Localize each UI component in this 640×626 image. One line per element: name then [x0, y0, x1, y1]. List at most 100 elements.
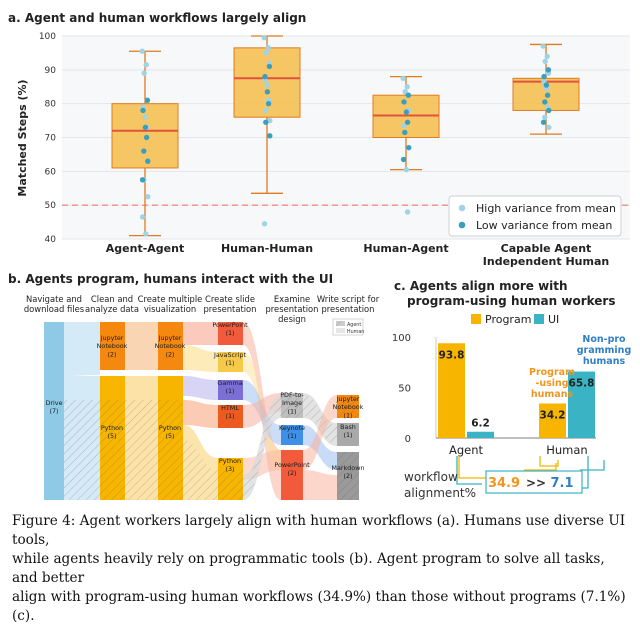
node-label: Python [101, 424, 123, 432]
node-jupyter-2 [158, 322, 183, 370]
y-tick-label: 40 [45, 235, 57, 245]
node-label: PowerPoint [212, 321, 248, 329]
point-low-variance [142, 124, 149, 131]
point-high-variance [546, 124, 552, 131]
node-label: (3) [225, 465, 234, 473]
bar-y-tick-label: 50 [398, 384, 411, 395]
point-high-variance [142, 114, 149, 120]
box-2 [233, 34, 301, 227]
cmp-left: 34.9 [488, 476, 520, 491]
bar-value-label: 34.2 [540, 409, 566, 421]
point-high-variance [540, 43, 546, 49]
alignment-connectors [456, 456, 605, 489]
node-label: Jupyter [336, 395, 360, 403]
node-label: Python [159, 424, 181, 432]
workflow-label-2: alignment% [404, 486, 476, 500]
node-label: JavaScript [213, 351, 247, 359]
x-category-label: Independent Human [483, 255, 609, 268]
stage-label: Create slide [205, 294, 255, 304]
node-label: (2) [107, 350, 116, 358]
bar-y-tick-label: 100 [392, 333, 411, 344]
node-label: Notebook [97, 342, 128, 350]
figure-caption: Figure 4: Agent workers largely align wi… [12, 512, 632, 626]
node-label: (2) [165, 350, 174, 358]
node-powerpoint-3 [218, 322, 243, 345]
sankey-flows [64, 322, 337, 500]
bar-y-tick-label: 0 [405, 434, 411, 445]
legend-program-swatch [471, 314, 481, 324]
cmp-right: 7.1 [550, 476, 573, 491]
legend: High variance from mean Low variance fro… [448, 195, 622, 237]
stage-label: presentation [203, 304, 256, 314]
legend-program: Program [485, 313, 531, 326]
bar-category-label: Human [546, 443, 587, 457]
point-high-variance [401, 122, 407, 129]
figure-4: a. Agent and human workflows largely ali… [8, 11, 631, 500]
bar-value-label: 93.8 [439, 349, 465, 361]
point-low-variance [262, 73, 268, 80]
point-low-variance [264, 89, 271, 95]
panel-c-title-2: program-using human workers [407, 294, 615, 308]
node-label: (1) [343, 431, 352, 439]
stage-label: Create multiple [138, 294, 203, 304]
node-label: Notebook [333, 403, 364, 411]
stage-label: Clean and [91, 294, 133, 304]
stage-label: presentation [321, 304, 374, 314]
point-high-variance [542, 114, 548, 120]
legend-human: Human [347, 329, 364, 335]
bar-program-agent [438, 343, 465, 438]
node-label: (1) [343, 411, 352, 419]
point-low-variance [403, 109, 410, 115]
box-4 [512, 43, 580, 135]
panel-c-bar-chart: c. Agents align more with program-using … [392, 279, 631, 500]
bar-value-label: 6.2 [471, 418, 490, 430]
x-category-label: Human-Agent [363, 242, 448, 255]
node-label: Markdown [331, 464, 364, 472]
y-tick-label: 80 [45, 100, 57, 110]
point-high-variance [264, 82, 271, 88]
legend-low-marker [458, 221, 466, 229]
node-jupyter-1 [100, 322, 125, 370]
x-category-label: Agent-Agent [106, 242, 184, 255]
point-low-variance [144, 97, 151, 103]
point-low-variance [401, 99, 407, 105]
y-tick-label: 60 [45, 167, 57, 177]
point-high-variance [145, 194, 151, 200]
node-javascript-3 [218, 352, 243, 372]
node-label: Keynote [279, 424, 305, 432]
node-powerpoint-4 [281, 450, 303, 500]
annot-prog-2: -using [535, 378, 568, 389]
point-low-variance [544, 92, 551, 98]
point-high-variance [263, 50, 269, 56]
point-low-variance [540, 119, 547, 125]
point-low-variance [542, 99, 548, 105]
workflow-label-1: workflow [404, 470, 458, 484]
y-axis-label: Matched Steps (%) [16, 79, 29, 196]
panel-b-sankey: b. Agents program, humans interact with … [8, 272, 380, 500]
node-label: Python [219, 457, 241, 465]
legend-high-marker [458, 204, 466, 212]
y-tick-label: 90 [45, 66, 57, 76]
point-high-variance [400, 75, 406, 81]
point-high-variance [139, 214, 146, 220]
point-high-variance [261, 221, 268, 227]
node-label: Bash [340, 423, 356, 431]
legend-high-label: High variance from mean [476, 202, 616, 215]
point-high-variance [141, 70, 147, 76]
node-label: PDF-to- [280, 391, 304, 399]
node-label: (5) [165, 432, 174, 440]
node-label: (1) [287, 432, 296, 440]
stage-label: visualization [144, 304, 196, 314]
node-bash [337, 423, 359, 446]
point-high-variance [404, 209, 411, 215]
point-low-variance [406, 144, 412, 151]
cmp-op: >> [526, 476, 546, 490]
point-low-variance [541, 73, 547, 80]
node-label: (7) [49, 407, 58, 415]
bar-ui-agent [467, 431, 494, 438]
node-label: (1) [225, 387, 234, 395]
bar-value-label: 65.8 [569, 378, 595, 390]
stage-label: Write script for [317, 294, 380, 304]
annot-prog-3: humans [531, 389, 574, 400]
node-label: (1) [225, 359, 234, 367]
